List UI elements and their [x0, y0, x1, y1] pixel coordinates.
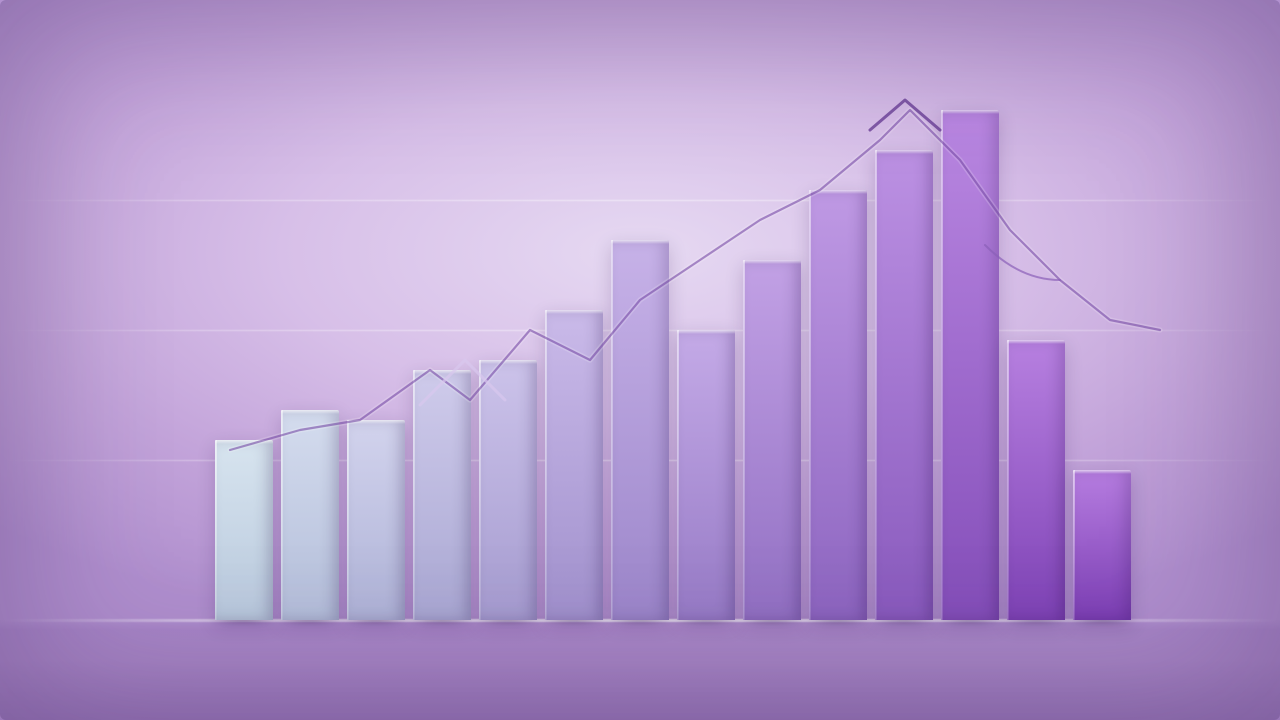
bar — [1007, 340, 1065, 620]
bar — [215, 440, 273, 620]
bar-chart — [0, 0, 1280, 620]
bar — [1073, 470, 1131, 620]
bar — [743, 260, 801, 620]
bar — [413, 370, 471, 620]
bar — [809, 190, 867, 620]
bar — [941, 110, 999, 620]
bar — [281, 410, 339, 620]
bar — [677, 330, 735, 620]
bar — [545, 310, 603, 620]
chart-stage — [0, 0, 1280, 720]
bar — [347, 420, 405, 620]
bar — [875, 150, 933, 620]
bar — [611, 240, 669, 620]
bar — [479, 360, 537, 620]
